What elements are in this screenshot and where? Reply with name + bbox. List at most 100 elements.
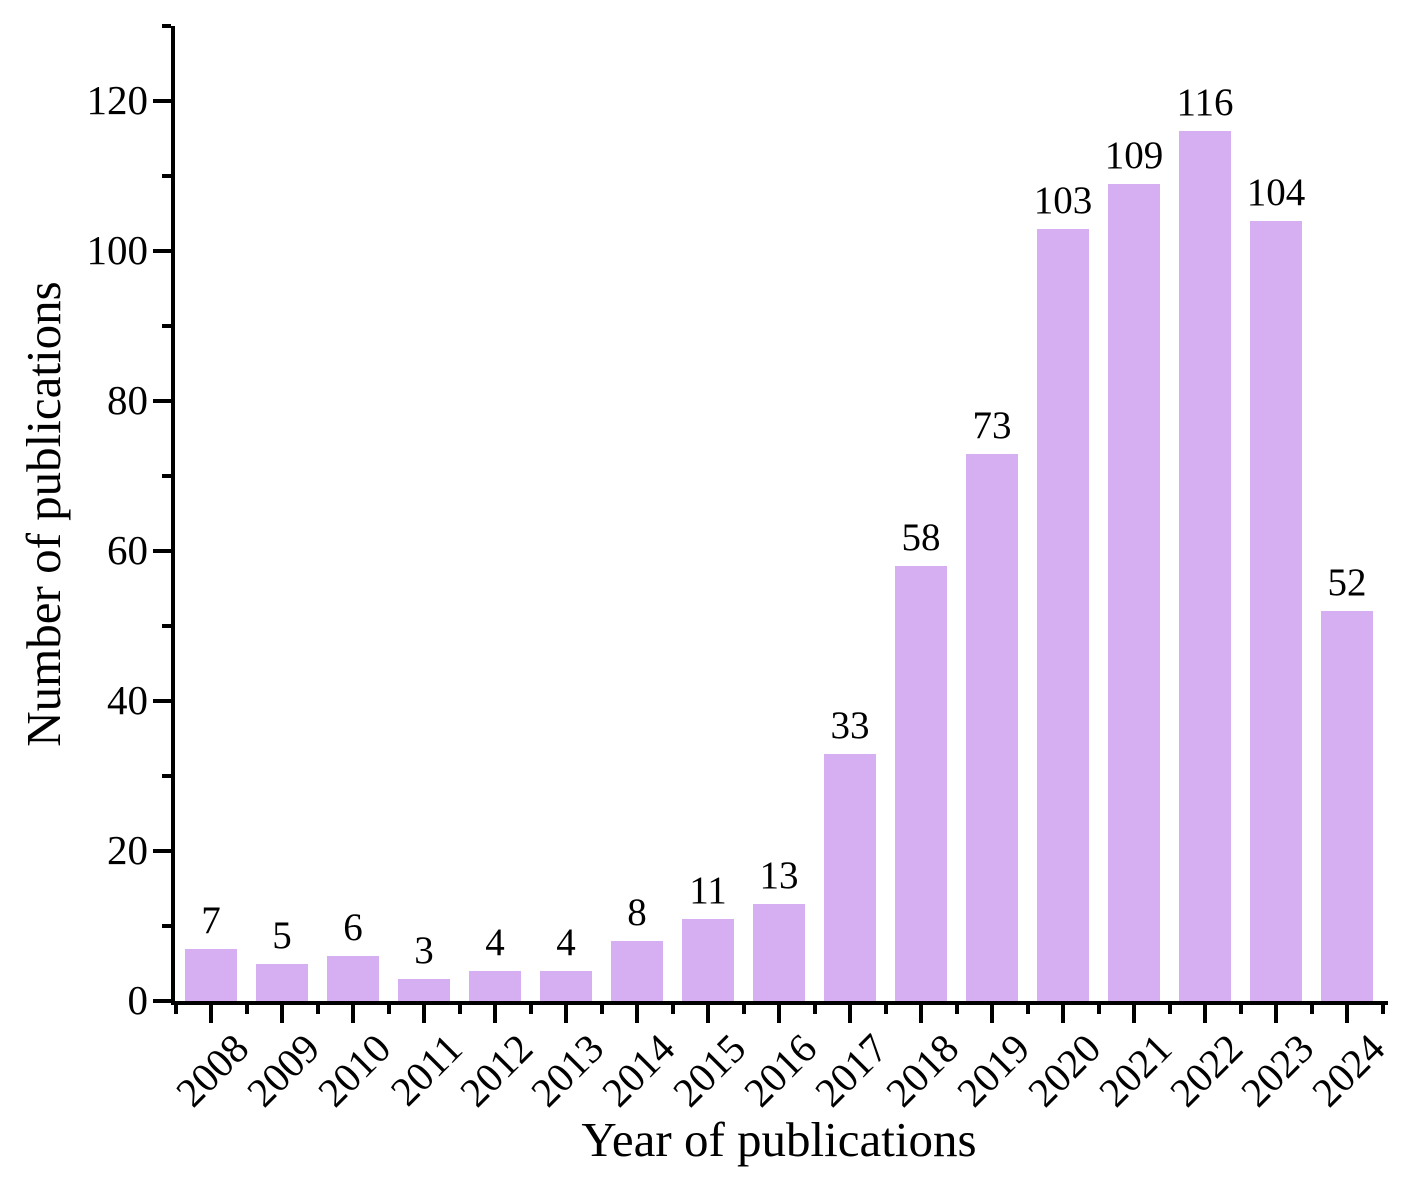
y-major-tick (153, 849, 171, 853)
y-axis-spine (171, 26, 175, 1005)
x-minor-tick (315, 1005, 320, 1014)
bar-2019 (966, 453, 1018, 1001)
y-minor-tick (162, 624, 171, 628)
x-tick-label: 2024 (1302, 1024, 1394, 1116)
y-tick-label: 20 (107, 827, 148, 873)
x-tick-label: 2022 (1160, 1024, 1252, 1116)
x-tick-label: 2023 (1231, 1024, 1323, 1116)
x-tick-label: 2009 (237, 1024, 329, 1116)
x-major-tick (1274, 1005, 1278, 1023)
bar-value-label: 33 (830, 703, 870, 747)
y-minor-tick (162, 924, 171, 928)
x-minor-tick (457, 1005, 462, 1014)
x-minor-tick (599, 1005, 604, 1014)
bar-value-label: 5 (272, 913, 292, 957)
x-minor-tick (244, 1005, 249, 1014)
y-axis-title: Number of publications (16, 281, 71, 747)
bar-value-label: 109 (1104, 133, 1164, 177)
x-tick-label: 2011 (380, 1024, 471, 1115)
bar-value-label: 3 (414, 928, 434, 972)
x-axis-spine (171, 1001, 1388, 1005)
x-major-tick (1061, 1005, 1065, 1023)
x-major-tick (848, 1005, 852, 1023)
x-tick-label: 2010 (308, 1024, 400, 1116)
y-major-tick (153, 399, 171, 403)
x-tick-label: 2019 (947, 1024, 1039, 1116)
x-tick-label: 2021 (1089, 1024, 1181, 1116)
y-minor-tick (162, 24, 171, 28)
y-minor-tick (162, 474, 171, 478)
x-minor-tick (883, 1005, 888, 1014)
bar-2010 (327, 956, 379, 1001)
bar-2021 (1108, 183, 1160, 1001)
x-major-tick (564, 1005, 568, 1023)
x-minor-tick (1380, 1005, 1385, 1014)
y-minor-tick (162, 324, 171, 328)
x-minor-tick (670, 1005, 675, 1014)
y-major-tick (153, 249, 171, 253)
x-minor-tick (1167, 1005, 1172, 1014)
x-tick-label: 2018 (876, 1024, 968, 1116)
bar-2014 (611, 941, 663, 1001)
bar-value-label: 103 (1033, 178, 1093, 222)
x-major-tick (706, 1005, 710, 1023)
x-minor-tick (528, 1005, 533, 1014)
x-minor-tick (741, 1005, 746, 1014)
x-minor-tick (954, 1005, 959, 1014)
x-major-tick (209, 1005, 213, 1023)
x-tick-label: 2016 (734, 1024, 826, 1116)
x-major-tick (351, 1005, 355, 1023)
bar-value-label: 104 (1246, 171, 1306, 214)
bar-value-label: 116 (1176, 81, 1234, 124)
bar-value-label: 13 (759, 853, 799, 897)
x-axis-title: Year of publications (581, 1112, 977, 1167)
x-major-tick (493, 1005, 497, 1023)
y-tick-label: 40 (107, 677, 148, 723)
bar-2013 (540, 971, 592, 1001)
y-tick-label: 120 (86, 77, 149, 123)
bar-value-label: 11 (689, 868, 727, 912)
x-tick-label: 2013 (521, 1024, 613, 1116)
x-major-tick (919, 1005, 923, 1023)
bar-value-label: 73 (972, 403, 1012, 447)
x-major-tick (1203, 1005, 1207, 1023)
x-tick-label: 2012 (450, 1024, 542, 1116)
y-minor-tick (162, 174, 171, 178)
bar-value-label: 7 (201, 898, 221, 942)
x-tick-label: 2017 (805, 1024, 897, 1116)
x-minor-tick (1238, 1005, 1243, 1014)
y-major-tick (153, 549, 171, 553)
bar-2009 (256, 963, 308, 1001)
bar-2024 (1321, 611, 1373, 1001)
bar-2016 (753, 903, 805, 1001)
x-minor-tick (812, 1005, 817, 1014)
y-tick-label: 100 (86, 227, 149, 273)
x-minor-tick (173, 1005, 178, 1014)
x-tick-label: 2014 (592, 1024, 684, 1116)
y-tick-label: 60 (107, 527, 148, 573)
x-major-tick (990, 1005, 994, 1023)
y-major-tick (153, 699, 171, 703)
bar-2020 (1037, 228, 1089, 1001)
y-tick-label: 80 (107, 377, 148, 423)
bar-2008 (185, 948, 237, 1001)
bar-2011 (398, 978, 450, 1001)
x-tick-label: 2020 (1018, 1024, 1110, 1116)
bar-2015 (682, 918, 734, 1001)
bar-value-label: 8 (627, 891, 647, 934)
x-tick-label: 2015 (663, 1024, 755, 1116)
bar-2022 (1179, 131, 1231, 1001)
x-major-tick (635, 1005, 639, 1023)
bar-value-label: 4 (485, 921, 505, 964)
y-tick-label: 0 (127, 977, 149, 1023)
y-major-tick (153, 99, 171, 103)
x-major-tick (422, 1005, 426, 1023)
bar-2023 (1250, 221, 1302, 1001)
x-tick-label: 2008 (166, 1024, 258, 1116)
x-minor-tick (1096, 1005, 1101, 1014)
bar-2017 (824, 753, 876, 1001)
bar-2012 (469, 971, 521, 1001)
x-minor-tick (1309, 1005, 1314, 1014)
bar-value-label: 6 (343, 906, 363, 949)
